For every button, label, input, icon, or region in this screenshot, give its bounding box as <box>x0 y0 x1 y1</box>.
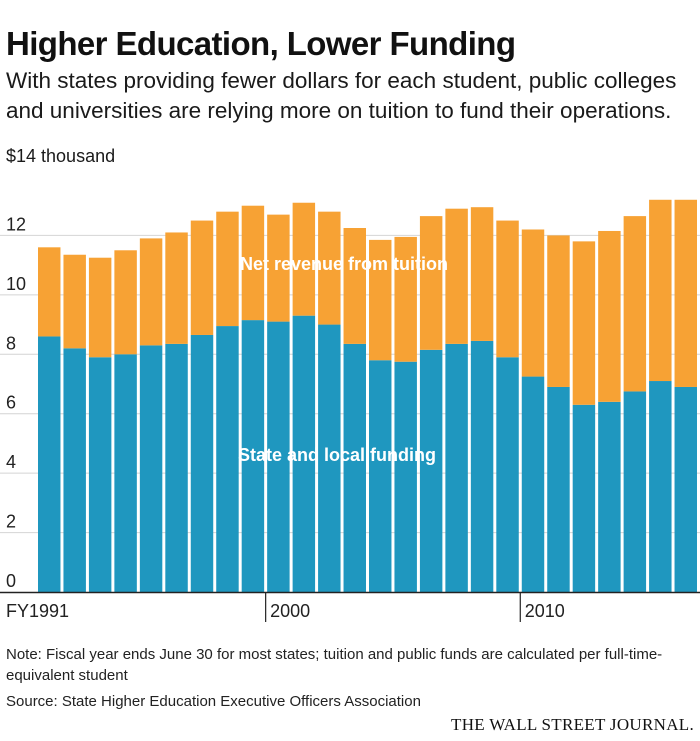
bar-state-local <box>649 381 672 592</box>
bar-state-local <box>470 340 494 592</box>
bar-state-local <box>292 315 316 592</box>
bar-tuition <box>216 211 239 327</box>
bar-layer <box>38 199 697 592</box>
bar-tuition <box>292 202 316 316</box>
y-tick-label: 0 <box>6 571 16 591</box>
bar-state-local <box>521 376 545 592</box>
series-label-state-local: State and local funding <box>238 445 436 465</box>
bar-tuition <box>114 250 137 355</box>
bar-state-local <box>369 360 392 592</box>
bar-state-local <box>674 386 697 592</box>
y-tick-labels: 0 2 4 6 8 10 12 <box>6 214 26 591</box>
chart-source: Source: State Higher Education Executive… <box>6 693 421 710</box>
x-tick-label: 2010 <box>525 601 565 621</box>
publisher-logo: THE WALL STREET JOURNAL. <box>451 715 694 734</box>
bar-tuition <box>369 239 392 361</box>
bar-tuition <box>598 230 621 402</box>
bar-state-local <box>547 386 570 592</box>
bar-tuition <box>38 247 61 337</box>
bar-tuition <box>674 199 697 387</box>
x-tick-label: FY1991 <box>6 601 69 621</box>
y-tick-label: 10 <box>6 274 26 294</box>
bar-tuition <box>241 205 265 321</box>
bar-tuition <box>649 199 672 382</box>
bar-tuition <box>496 220 519 358</box>
bar-state-local <box>267 321 290 592</box>
bar-tuition <box>343 228 366 344</box>
y-tick-label: 12 <box>6 214 26 234</box>
bar-state-local <box>572 404 596 592</box>
bar-state-local <box>241 320 265 592</box>
annotation-layer: Net revenue from tuition State and local… <box>238 254 448 465</box>
bar-state-local <box>38 336 61 592</box>
bar-tuition <box>318 211 341 325</box>
chart-title: Higher Education, Lower Funding <box>6 25 516 62</box>
bar-state-local <box>165 343 188 592</box>
bar-state-local <box>88 357 112 592</box>
bar-state-local <box>394 361 417 592</box>
bar-state-local <box>114 354 137 592</box>
bar-state-local <box>318 324 341 592</box>
bar-state-local <box>598 401 621 592</box>
bar-tuition <box>547 235 570 387</box>
series-label-tuition: Net revenue from tuition <box>240 254 448 274</box>
bar-tuition <box>165 232 188 344</box>
chart-note: Note: Fiscal year ends June 30 for most … <box>6 646 663 684</box>
y-tick-label: 8 <box>6 333 16 353</box>
bar-tuition <box>572 241 596 405</box>
x-tick-label: 2000 <box>270 601 310 621</box>
stacked-bar-chart: 0 2 4 6 8 10 12 FY1991 2000 2010 Net revenue fro… <box>0 199 700 622</box>
y-axis-unit-label: $14 thousand <box>6 146 116 166</box>
axis-layer <box>0 591 700 622</box>
bar-tuition <box>623 216 647 392</box>
bar-state-local <box>343 343 366 592</box>
bar-tuition <box>139 238 163 346</box>
y-tick-label: 6 <box>6 393 16 413</box>
bar-state-local <box>216 326 239 592</box>
bar-state-local <box>63 348 86 592</box>
y-tick-label: 4 <box>6 452 16 472</box>
bar-state-local <box>190 334 214 592</box>
bar-tuition <box>521 229 545 377</box>
bar-tuition <box>419 216 443 350</box>
bar-state-local <box>496 357 519 592</box>
bar-tuition <box>394 236 417 362</box>
chart-subtitle: With states providing fewer dollars for … <box>6 68 677 123</box>
bar-state-local <box>139 345 163 592</box>
bar-tuition <box>190 220 214 335</box>
bar-tuition <box>267 214 290 322</box>
bar-state-local <box>419 349 443 592</box>
bar-state-local <box>623 391 647 592</box>
bar-tuition <box>470 207 494 341</box>
bar-tuition <box>445 208 468 344</box>
bar-state-local <box>445 343 468 592</box>
y-tick-label: 2 <box>6 512 16 532</box>
bar-tuition <box>63 254 86 349</box>
bar-tuition <box>88 257 112 358</box>
x-tick-labels: FY1991 2000 2010 <box>6 601 565 621</box>
